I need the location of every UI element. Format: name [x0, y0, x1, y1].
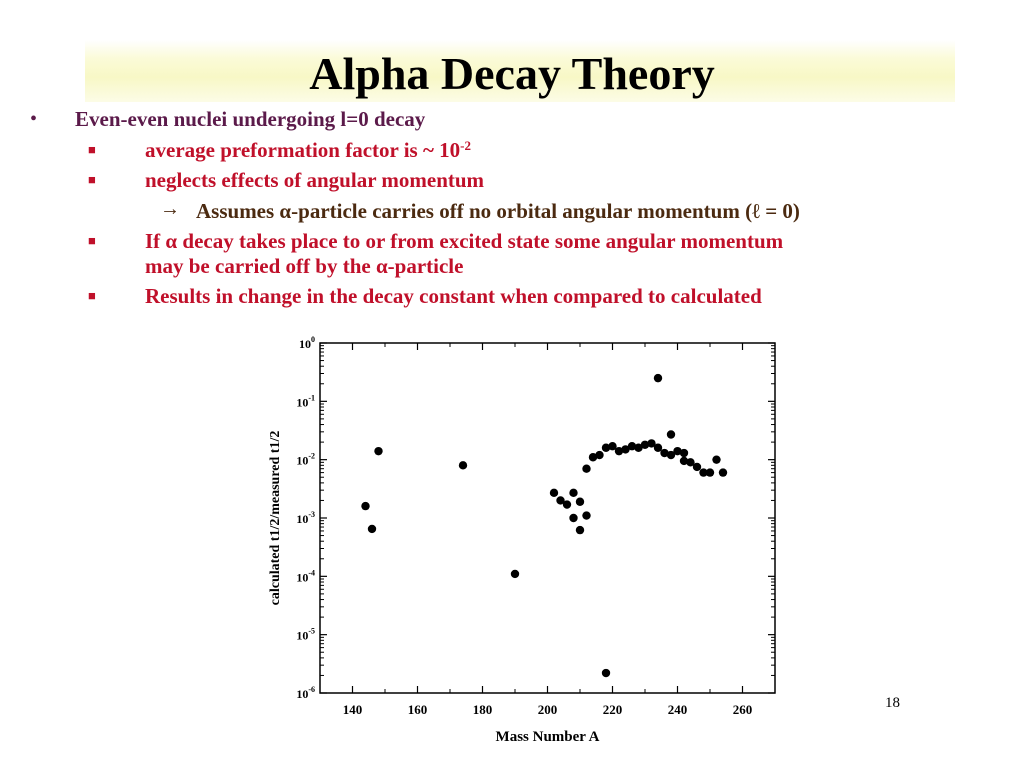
data-point	[562, 500, 572, 509]
x-axis-label: Mass Number A	[496, 729, 600, 745]
data-point	[601, 443, 611, 452]
plot-frame	[319, 342, 776, 694]
data-point	[556, 496, 565, 505]
data-point	[679, 448, 689, 458]
title-band	[85, 40, 955, 102]
data-point	[374, 446, 383, 456]
data-point	[673, 446, 682, 456]
bullet-2: average preformation factor is ~ 10-2	[145, 138, 471, 162]
y-tick-label: 10-1	[296, 393, 315, 409]
data-point	[575, 525, 585, 535]
y-tick-label: 10-2	[296, 452, 315, 468]
data-point	[692, 462, 702, 472]
bullet-5-line-2: may be carried off by the α-particle	[145, 254, 464, 278]
data-point	[627, 442, 637, 451]
data-point	[699, 468, 708, 477]
arrow-right-icon: →	[160, 198, 180, 220]
x-tick-label: 180	[473, 702, 493, 717]
bullet-3: neglects effects of angular momentum	[145, 168, 485, 192]
square-bullet-icon: ■	[88, 233, 96, 248]
data-point	[705, 468, 715, 477]
data-point	[640, 440, 650, 449]
bullet-dot-icon: •	[30, 108, 38, 130]
bullet-4: Assumes α-particle carries off no orbita…	[196, 199, 800, 223]
y-tick-label: 10-5	[296, 627, 315, 643]
y-tick-label: 10-4	[296, 568, 315, 584]
x-tick-label: 160	[408, 702, 428, 717]
data-point	[510, 569, 520, 579]
data-point	[601, 668, 611, 678]
square-bullet-icon: ■	[88, 172, 96, 187]
data-point	[458, 461, 468, 470]
bullet-5-line-1: If α decay takes place to or from excite…	[145, 229, 784, 253]
data-point	[666, 430, 676, 439]
data-point	[718, 468, 728, 477]
bullet-1: Even-even nuclei undergoing l=0 decay	[75, 107, 426, 131]
data-point	[569, 488, 578, 498]
scatter-chart: 140 160 180 200 220 240 260 10-6 10-5 10-4 10-3 10-…	[268, 335, 776, 745]
square-bullet-icon: ■	[88, 288, 96, 303]
data-point	[588, 453, 598, 462]
data-point	[549, 488, 559, 498]
data-point	[569, 513, 578, 523]
square-bullet-icon: ■	[88, 142, 96, 157]
data-point	[582, 464, 591, 473]
data-point	[666, 450, 676, 460]
data-point	[614, 446, 624, 456]
bullet-2-text: average preformation factor is ~ 10	[145, 138, 461, 162]
x-tick-label: 260	[733, 702, 753, 717]
data-point	[653, 443, 663, 452]
data-point	[608, 442, 617, 451]
data-point	[595, 450, 604, 460]
y-tick-label: 10-3	[296, 510, 315, 526]
x-tick-label: 220	[603, 702, 623, 717]
data-point	[361, 501, 370, 511]
data-point	[582, 511, 591, 520]
data-point	[621, 445, 630, 454]
bullet-2-exponent: -2	[460, 138, 471, 153]
data-point	[679, 456, 689, 466]
y-tick-label: 10-6	[296, 685, 315, 701]
data-point	[647, 439, 656, 448]
x-tick-label: 200	[538, 702, 558, 717]
x-tick-label: 240	[668, 702, 688, 717]
data-point	[575, 497, 585, 506]
x-tick-label: 140	[343, 702, 363, 717]
data-point	[712, 455, 721, 464]
data-point	[367, 524, 377, 534]
data-point	[686, 458, 695, 467]
bullet-6: Results in change in the decay constant …	[145, 284, 762, 308]
page-number: 18	[885, 695, 900, 711]
y-axis-label: calculated t1/2/measured t1/2	[268, 431, 283, 606]
data-point	[634, 443, 643, 452]
slide-title: Alpha Decay Theory	[309, 48, 715, 99]
data-point	[653, 373, 663, 383]
y-tick-label: 100	[299, 335, 315, 351]
bullet-list: • Even-even nuclei undergoing l=0 decay …	[0, 0, 1024, 310]
data-point	[660, 448, 669, 458]
